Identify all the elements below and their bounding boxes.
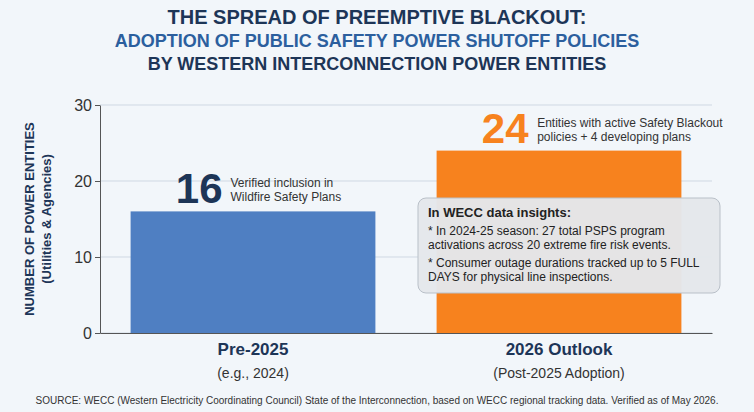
title: ADOPTION OF PUBLIC SAFETY POWER SHUTOFF … bbox=[115, 31, 639, 51]
data-label: 16 bbox=[176, 165, 223, 212]
y-tick-mark bbox=[95, 181, 100, 182]
y-axis-title: (Utilities & Agencies) bbox=[39, 154, 54, 284]
x-tick-label: 2026 Outlook bbox=[506, 340, 613, 359]
insight-item-line: * Consumer outage durations tracked up t… bbox=[428, 256, 700, 270]
insight-item-line: activations across 20 extreme fire risk … bbox=[428, 238, 671, 252]
title: BY WESTERN INTERCONNECTION POWER ENTITIE… bbox=[148, 54, 607, 74]
grid-line bbox=[100, 105, 712, 106]
data-label-note: Entities with active Safety Blackoutpoli… bbox=[537, 116, 723, 144]
y-tick-label: 30 bbox=[74, 97, 92, 114]
background bbox=[0, 0, 754, 412]
x-tick: Pre-2025 bbox=[218, 333, 289, 359]
bars bbox=[131, 151, 682, 333]
insight-box: In WECC data insights: * In 2024-25 seaso… bbox=[418, 198, 720, 293]
title: THE SPREAD OF PREEMPTIVE BLACKOUT: bbox=[168, 6, 587, 28]
x-axis: Pre-2025 2026 Outlook bbox=[101, 333, 713, 359]
insight-title: In WECC data insights: bbox=[428, 205, 571, 220]
y-axis-title: NUMBER OF POWER ENTITIES bbox=[22, 122, 37, 316]
y-tick: 10 bbox=[74, 249, 100, 266]
data-label-note: Verified inclusion inWildfire Safety Pla… bbox=[231, 176, 342, 204]
insight-item-line: DAYS for physical line inspections. bbox=[428, 270, 613, 284]
x-tick: 2026 Outlook bbox=[506, 333, 613, 359]
insight-item: * Consumer outage durations tracked up t… bbox=[428, 256, 700, 284]
x-tick-note: (e.g., 2024) bbox=[217, 365, 289, 381]
chart: THE SPREAD OF PREEMPTIVE BLACKOUT: ADOPTI… bbox=[0, 0, 754, 412]
y-tick-mark bbox=[95, 257, 100, 258]
y-tick: 30 bbox=[74, 97, 100, 114]
x-tick-label: Pre-2025 bbox=[218, 340, 289, 359]
x-axis-line bbox=[101, 333, 713, 334]
y-tick: 0 bbox=[83, 325, 100, 342]
bar bbox=[131, 211, 376, 333]
data-label-note-line: Wildfire Safety Plans bbox=[231, 190, 342, 204]
y-tick-mark bbox=[95, 333, 100, 334]
y-tick-label: 20 bbox=[74, 173, 92, 190]
y-tick-label: 10 bbox=[74, 249, 92, 266]
data-label-note-line: Entities with active Safety Blackout bbox=[537, 116, 723, 130]
source: SOURCE: WECC (Western Electricity Coordi… bbox=[36, 395, 719, 406]
x-tick-note: (Post-2025 Adoption) bbox=[493, 365, 625, 381]
y-tick-mark bbox=[95, 105, 100, 106]
y-tick: 20 bbox=[74, 173, 100, 190]
y-tick-label: 0 bbox=[83, 325, 92, 342]
data-label-note-line: Verified inclusion in bbox=[231, 176, 334, 190]
insight-item-line: * In 2024-25 season: 27 total PSPS progr… bbox=[428, 224, 665, 238]
y-axis: 0 10 20 30 bbox=[74, 97, 100, 342]
y-axis-line bbox=[100, 106, 101, 334]
data-label-note-line: policies + 4 developing plans bbox=[537, 130, 691, 144]
insight-box-bg bbox=[418, 198, 720, 293]
data-label: 24 bbox=[482, 105, 529, 152]
insight-item: * In 2024-25 season: 27 total PSPS progr… bbox=[428, 224, 671, 252]
